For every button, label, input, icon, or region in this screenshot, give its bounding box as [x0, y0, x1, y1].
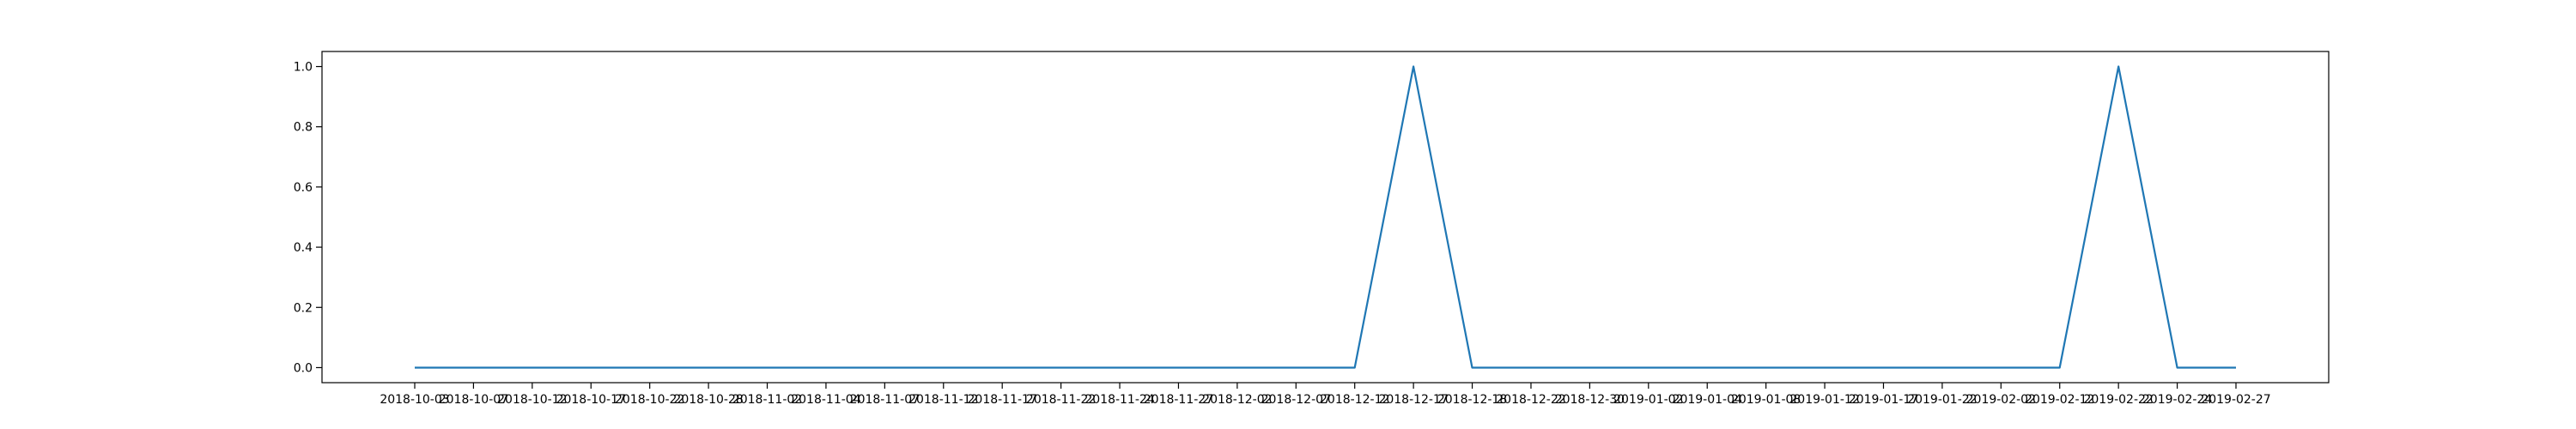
x-tick-label: 2018-10-03 [380, 393, 449, 407]
x-tick-label: 2018-12-18 [1437, 393, 1507, 407]
x-tick-label: 2018-11-22 [1026, 393, 1096, 407]
x-tick-label: 2018-11-24 [1084, 393, 1154, 407]
x-tick-label: 2018-10-12 [497, 393, 567, 407]
plot-frame [321, 51, 2330, 384]
x-tick-label: 2018-12-30 [1555, 393, 1625, 407]
x-tick-label: 2019-01-17 [1849, 393, 1918, 407]
x-tick-label: 2019-01-02 [1613, 393, 1683, 407]
y-axis: 0.0 0.2 0.4 0.6 0.8 1.0 [294, 61, 322, 375]
x-tick-label: 2018-12-22 [1496, 393, 1565, 407]
x-tick-label: 2019-02-22 [2083, 393, 2153, 407]
x-tick-label: 2019-01-04 [1673, 393, 1742, 407]
x-tick-label: 2018-10-22 [615, 393, 684, 407]
x-tick-label: 2018-12-02 [1202, 393, 1272, 407]
series-line [415, 65, 2236, 369]
x-tick-label: 2018-11-17 [968, 393, 1037, 407]
y-tick-label: 0.8 [294, 121, 313, 135]
y-tick-label: 1.0 [294, 61, 313, 75]
x-tick-label: 2019-02-02 [1966, 393, 2036, 407]
x-tick-label: 2018-11-04 [791, 393, 860, 407]
y-tick-label: 0.4 [294, 241, 313, 255]
x-tick-label: 2018-11-12 [908, 393, 978, 407]
x-tick-label: 2018-11-02 [732, 393, 802, 407]
x-tick-label: 2018-10-28 [673, 393, 743, 407]
x-tick-label: 2019-02-24 [2142, 393, 2212, 407]
x-tick-label: 2018-11-27 [1144, 393, 1213, 407]
x-tick-label: 2018-12-12 [1320, 393, 1389, 407]
x-tick-label: 2019-01-22 [1907, 393, 1977, 407]
x-tick-label: 2019-01-12 [1789, 393, 1859, 407]
x-tick-label: 2018-10-17 [556, 393, 626, 407]
y-tick-label: 0.6 [294, 181, 313, 195]
x-tick-label: 2018-11-07 [850, 393, 920, 407]
x-tick-label: 2019-02-12 [2025, 393, 2094, 407]
x-tick-label: 2019-01-08 [1731, 393, 1801, 407]
x-tick-label: 2018-10-07 [439, 393, 508, 407]
plot-area [321, 51, 2330, 384]
x-axis: 2018-10-032018-10-072018-10-122018-10-17… [380, 383, 2271, 407]
series-layer [415, 65, 2236, 369]
y-tick-label: 0.0 [294, 361, 313, 375]
y-tick-label: 0.2 [294, 301, 313, 315]
x-tick-label: 2019-02-27 [2201, 393, 2270, 407]
x-tick-label: 2018-12-17 [1378, 393, 1448, 407]
x-tick-label: 2018-12-07 [1261, 393, 1331, 407]
